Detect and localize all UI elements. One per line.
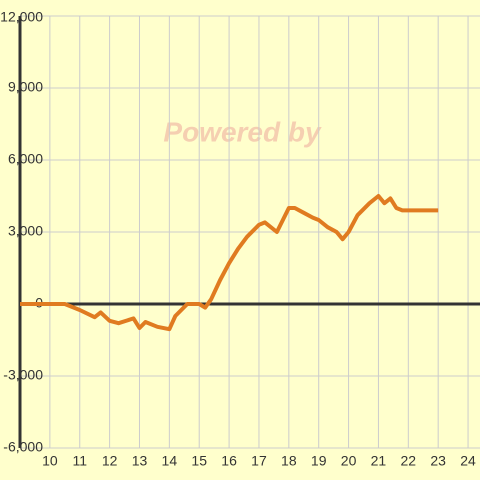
x-tick-label: 15 <box>191 453 207 469</box>
x-tick-label: 19 <box>311 453 327 469</box>
x-tick-label: 12 <box>102 453 118 469</box>
y-tick-label: -3,000 <box>3 367 43 383</box>
x-tick-label: 24 <box>460 453 476 469</box>
x-tick-label: 23 <box>430 453 446 469</box>
y-tick-label: 3,000 <box>8 223 43 239</box>
x-tick-label: 18 <box>281 453 297 469</box>
x-tick-label: 16 <box>221 453 237 469</box>
y-tick-label: 9,000 <box>8 79 43 95</box>
x-tick-label: 22 <box>401 453 417 469</box>
x-tick-label: 17 <box>251 453 267 469</box>
x-tick-label: 13 <box>132 453 148 469</box>
y-tick-label: -6,000 <box>3 439 43 455</box>
x-tick-label: 10 <box>42 453 58 469</box>
x-tick-label: 14 <box>162 453 178 469</box>
y-tick-label: 6,000 <box>8 151 43 167</box>
line-series <box>20 194 439 332</box>
x-tick-label: 20 <box>341 453 357 469</box>
y-tick-label: 12,000 <box>0 9 43 25</box>
watermark: Powered by <box>163 116 322 147</box>
x-tick-label: 21 <box>371 453 387 469</box>
x-tick-label: 11 <box>72 453 87 469</box>
